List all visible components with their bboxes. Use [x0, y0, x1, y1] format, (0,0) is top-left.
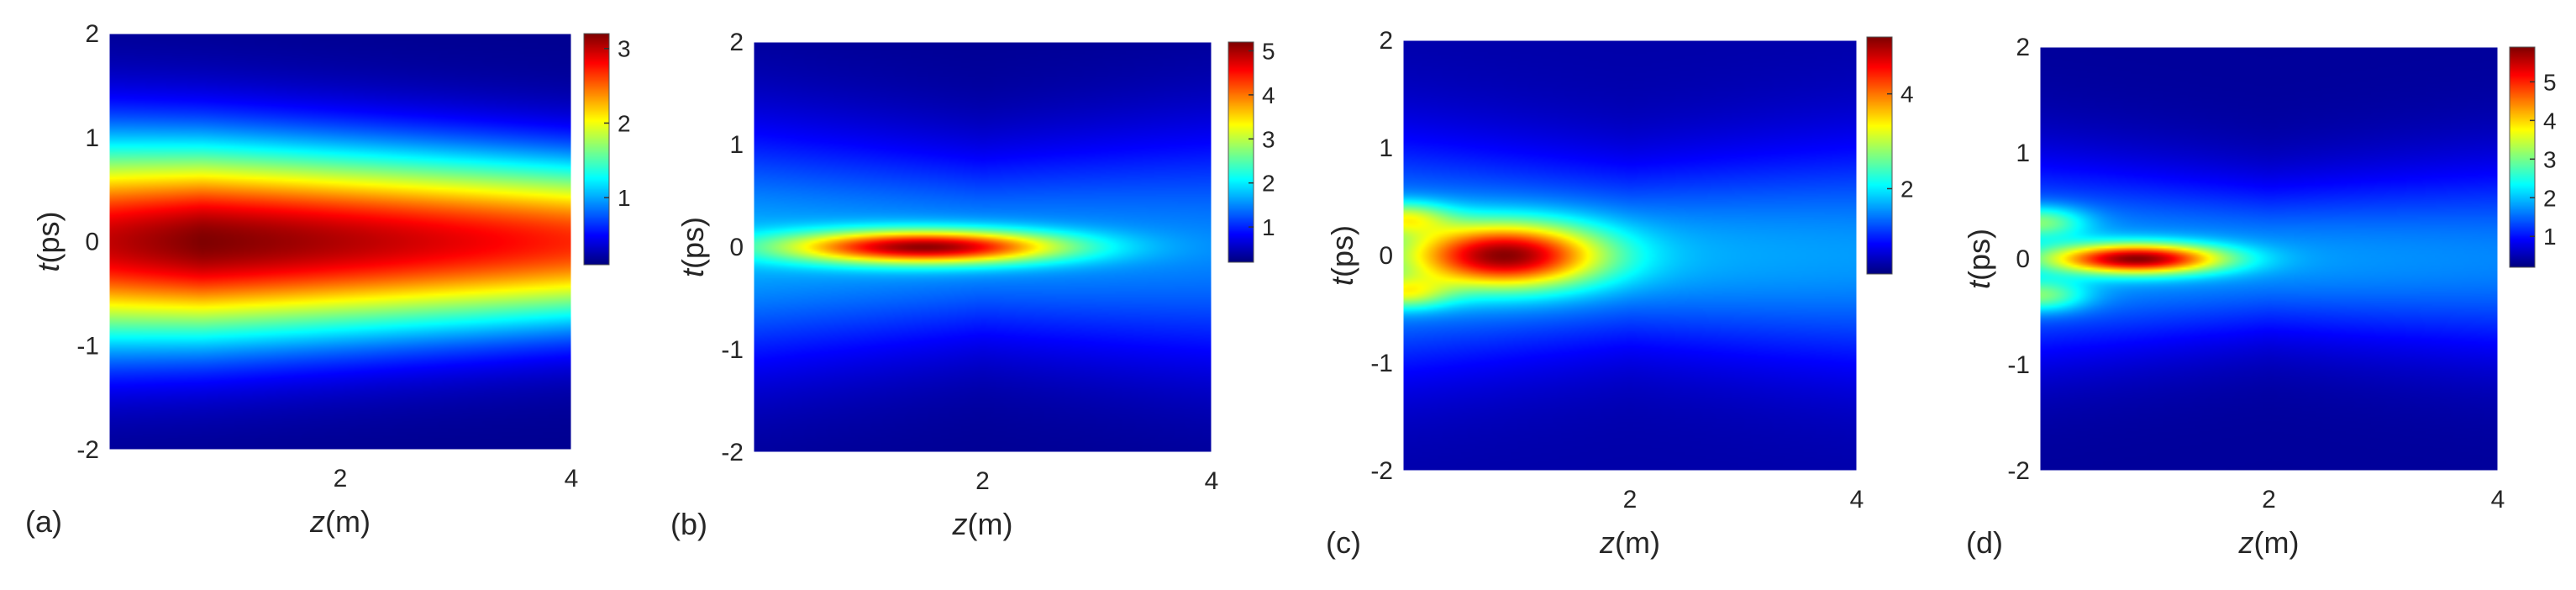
heatmap-image [2040, 47, 2498, 471]
y-tick-label: -2 [76, 436, 99, 464]
panel-label: (d) [1966, 525, 2003, 560]
y-axis-label: t(ps) [1962, 229, 1996, 289]
y-tick-label: 0 [85, 229, 99, 256]
x-axis-label: z(m) [309, 504, 371, 539]
colorbar [1228, 42, 1254, 262]
y-tick-label: 1 [1379, 134, 1393, 162]
panel-label: (a) [25, 504, 62, 539]
colorbar-tick-label: 3 [2543, 146, 2557, 172]
x-tick-label: 4 [2491, 486, 2505, 514]
y-tick-label: 0 [1379, 242, 1393, 270]
y-tick-label: 1 [85, 124, 99, 152]
colorbar-tick-label: 5 [2543, 69, 2557, 95]
colorbar-frame [1228, 41, 1254, 263]
y-axis-label: t(ps) [1325, 225, 1359, 286]
colorbar-frame [1866, 36, 1893, 275]
colorbar-tick-label: 4 [1900, 82, 1914, 108]
y-axis-label: t(ps) [676, 217, 710, 277]
colorbar-tick-label: 2 [1262, 171, 1275, 197]
panel-3: 2 1 0 -1 -2 2 4 z(m) t(ps) (d) 5 4 3 2 1 [1962, 34, 2557, 560]
y-tick-label: -2 [2007, 457, 2030, 485]
x-tick-label: 2 [975, 467, 990, 495]
y-tick-label: 2 [1379, 27, 1393, 55]
x-tick-label: 4 [1205, 467, 1219, 495]
heatmap-image [109, 34, 571, 450]
y-tick-label: 0 [2016, 245, 2030, 273]
heatmap-image [754, 42, 1212, 452]
x-axis-label: z(m) [2238, 525, 2300, 560]
colorbar-tick-label: 1 [2543, 224, 2557, 250]
colorbar [1867, 37, 1892, 274]
colorbar-tick-label: 2 [2543, 185, 2557, 211]
panel-2: 2 1 0 -1 -2 2 4 z(m) t(ps) (c) 4 2 [1325, 27, 1914, 560]
colorbar-tick-label: 2 [1900, 176, 1914, 202]
y-tick-label: 2 [2016, 34, 2030, 61]
x-tick-label: 2 [2262, 486, 2276, 514]
heatmap-image [1403, 40, 1857, 471]
x-tick-label: 4 [565, 465, 579, 493]
plot-frame [1402, 40, 1858, 471]
x-axis-label: z(m) [1599, 525, 1660, 560]
y-tick-label: -2 [1370, 457, 1393, 485]
x-axis-label: z(m) [952, 507, 1013, 541]
y-tick-label: -1 [2007, 351, 2030, 379]
colorbar-tick-label: 3 [618, 36, 631, 62]
colorbar-tick-label: 4 [1262, 82, 1275, 108]
y-tick-label: 1 [2016, 140, 2030, 167]
panel-label: (c) [1326, 525, 1361, 560]
plot-frame [753, 41, 1212, 453]
y-tick-label: 0 [729, 234, 744, 261]
panel-label: (b) [670, 507, 707, 541]
y-tick-label: 1 [729, 131, 744, 159]
colorbar [2510, 47, 2535, 267]
plot-frame [108, 33, 572, 450]
y-tick-label: 2 [85, 20, 99, 48]
colorbar-frame [2509, 46, 2536, 268]
y-tick-label: -1 [721, 336, 744, 364]
x-tick-label: 4 [1850, 486, 1864, 514]
panel-0: 2 1 0 -1 -2 2 4 z(m) t(ps) (a) 3 2 1 [25, 20, 631, 539]
colorbar-tick-label: 1 [1262, 214, 1275, 240]
x-tick-label: 2 [1623, 486, 1638, 514]
x-tick-label: 2 [334, 465, 348, 493]
colorbar-frame [583, 33, 610, 266]
y-axis-label: t(ps) [31, 211, 66, 271]
y-tick-label: 2 [729, 29, 744, 56]
colorbar-tick-label: 2 [618, 110, 631, 136]
colorbar [584, 34, 609, 265]
colorbar-tick-label: 5 [1262, 38, 1275, 64]
y-tick-label: -1 [1370, 350, 1393, 377]
plot-frame [2039, 46, 2499, 471]
colorbar-tick-label: 3 [1262, 126, 1275, 152]
y-tick-label: -2 [721, 439, 744, 466]
colorbar-tick-label: 4 [2543, 108, 2557, 134]
colorbar-tick-label: 1 [618, 185, 631, 211]
y-tick-label: -1 [76, 332, 99, 360]
panel-1: 2 1 0 -1 -2 2 4 z(m) t(ps) (b) 5 4 3 2 1 [670, 29, 1275, 541]
